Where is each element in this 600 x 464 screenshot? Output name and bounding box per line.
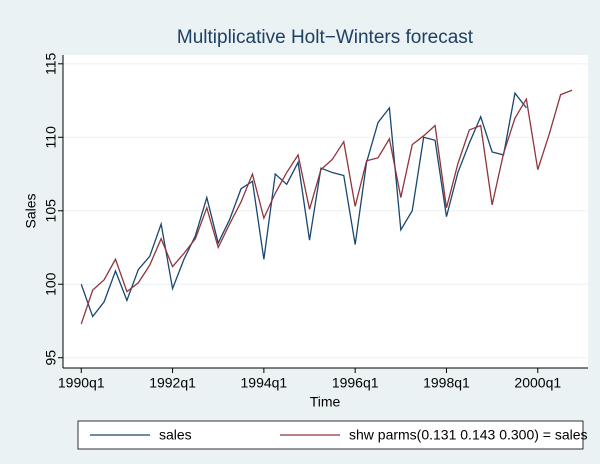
x-tick-label: 1998q1 [423, 375, 470, 391]
x-tick-label: 2000q1 [514, 375, 561, 391]
series-line [80, 91, 527, 318]
y-tick-label: 110 [43, 126, 59, 149]
y-tick-label: 105 [43, 199, 59, 223]
x-tick-label: 1992q1 [149, 375, 196, 391]
legend-label: sales [159, 427, 192, 443]
y-tick-label: 100 [43, 272, 59, 296]
plot-area [63, 55, 588, 368]
y-axis-label: Sales [23, 193, 39, 228]
chart-title: Multiplicative Holt−Winters forecast [177, 27, 474, 48]
series-line [80, 89, 573, 325]
x-tick-label: 1994q1 [241, 375, 288, 391]
x-tick-label: 1996q1 [332, 375, 379, 391]
x-tick-label: 1990q1 [58, 375, 105, 391]
y-tick-label: 115 [43, 52, 59, 75]
y-tick-label: 95 [43, 350, 59, 366]
legend-label: shw parms(0.131 0.143 0.300) = sales [349, 427, 588, 443]
x-axis-label: Time [310, 394, 341, 410]
